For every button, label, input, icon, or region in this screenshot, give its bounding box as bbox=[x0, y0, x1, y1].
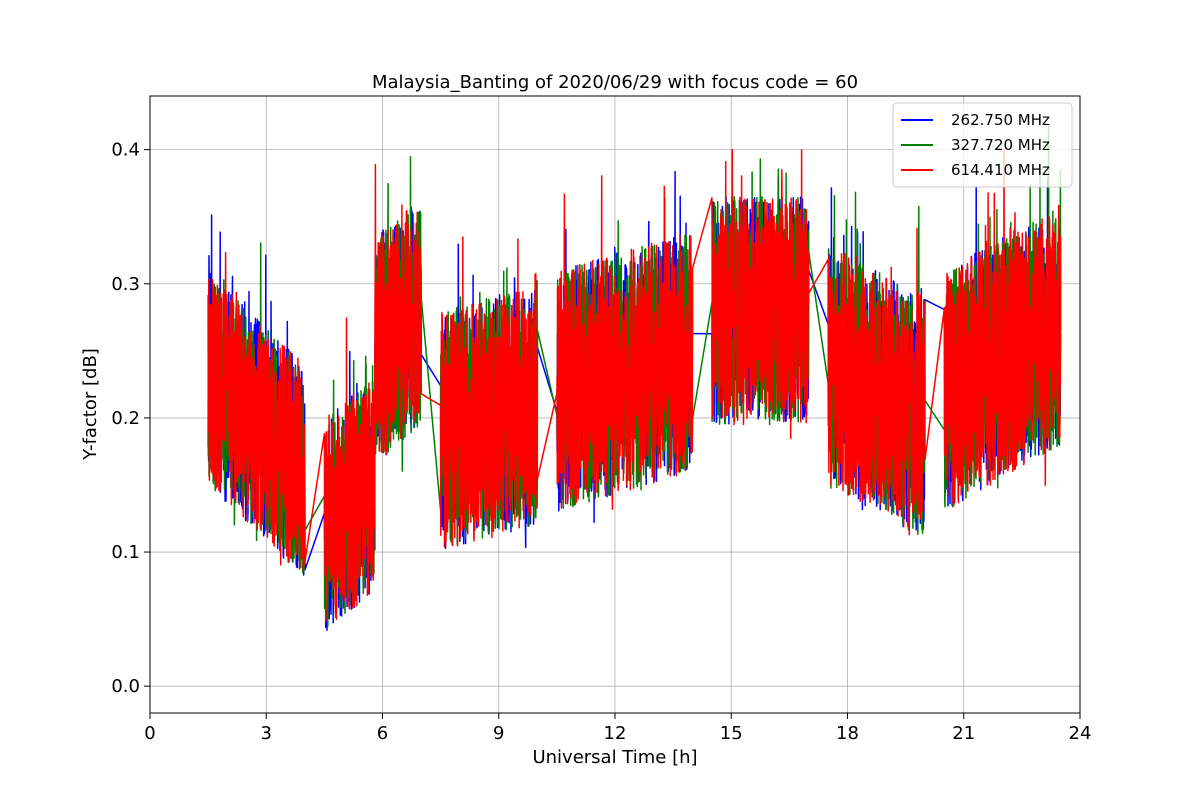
legend-box bbox=[892, 102, 1073, 188]
y-tick-label: 0.1 bbox=[111, 542, 140, 563]
y-tick-label: 0.2 bbox=[111, 408, 140, 429]
series-line bbox=[207, 148, 1062, 623]
legend-label: 327.720 MHz bbox=[951, 136, 1050, 154]
chart-title: Malaysia_Banting of 2020/06/29 with focu… bbox=[372, 72, 858, 93]
y-tick-label: 0.3 bbox=[111, 274, 140, 295]
x-tick-label: 6 bbox=[377, 723, 388, 744]
legend: 262.750 MHz 327.720 MHz 614.410 MHz bbox=[892, 102, 1073, 188]
x-tick-label: 0 bbox=[144, 723, 155, 744]
y-tick-label: 0.0 bbox=[111, 676, 140, 697]
x-tick-label: 15 bbox=[720, 723, 743, 744]
x-tick-label: 18 bbox=[836, 723, 859, 744]
x-tick-label: 21 bbox=[952, 723, 975, 744]
legend-label: 614.410 MHz bbox=[951, 161, 1050, 179]
x-axis-label: Universal Time [h] bbox=[532, 747, 697, 768]
series-lines bbox=[207, 125, 1062, 631]
axis-ticks: 0 3 6 9 12 15 18 21 24 0.0 0.1 0.2 0.3 0.4 bbox=[111, 140, 1091, 744]
x-tick-label: 3 bbox=[261, 723, 272, 744]
legend-label: 262.750 MHz bbox=[951, 111, 1050, 129]
y-tick-label: 0.4 bbox=[111, 140, 140, 161]
x-tick-label: 24 bbox=[1069, 723, 1092, 744]
x-tick-label: 12 bbox=[604, 723, 627, 744]
y-axis-label: Y-factor [dB] bbox=[80, 348, 101, 461]
x-tick-label: 9 bbox=[493, 723, 504, 744]
